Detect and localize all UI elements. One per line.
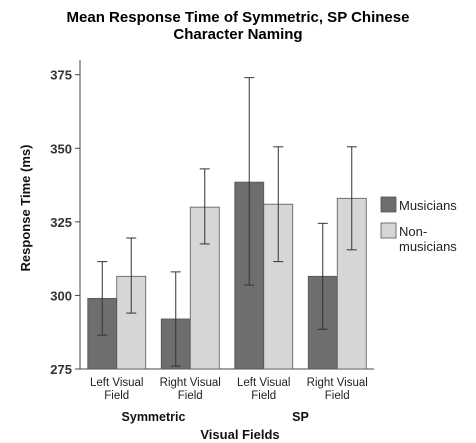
y-tick-label: 325 xyxy=(50,215,72,230)
x-group-label: Symmetric xyxy=(122,410,186,424)
y-axis-label: Response Time (ms) xyxy=(18,145,33,272)
chart-title-line-1: Mean Response Time of Symmetric, SP Chin… xyxy=(67,9,410,26)
legend-swatch-musicians xyxy=(380,196,397,213)
x-category-label: Field xyxy=(325,390,350,402)
x-category-label: Field xyxy=(178,390,203,402)
y-tick-label: 300 xyxy=(50,288,72,303)
legend: Musicians Non-musicians xyxy=(380,196,457,254)
x-category-label: Right Visual xyxy=(160,377,221,389)
x-category-label: Field xyxy=(251,390,276,402)
y-tick-label: 350 xyxy=(50,141,72,156)
legend-label: Non- xyxy=(399,224,427,239)
x-category-label: Field xyxy=(104,390,129,402)
x-axis-label: Visual Fields xyxy=(200,427,279,442)
x-group-label: SP xyxy=(292,410,309,424)
x-category-label: Left Visual xyxy=(90,377,144,389)
legend-label: musicians xyxy=(399,239,457,254)
legend-label: Musicians xyxy=(399,198,457,213)
x-category-label: Right Visual xyxy=(307,377,368,389)
chart-title-line-2: Character Naming xyxy=(173,26,302,43)
legend-swatch-non-musicians xyxy=(380,222,397,239)
y-tick-label: 275 xyxy=(50,362,72,377)
y-tick-label: 375 xyxy=(50,68,72,83)
x-category-label: Left Visual xyxy=(237,377,291,389)
